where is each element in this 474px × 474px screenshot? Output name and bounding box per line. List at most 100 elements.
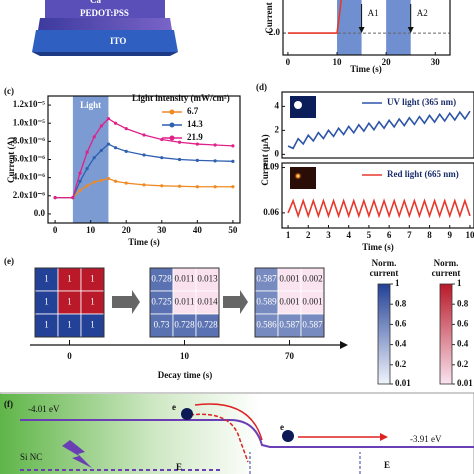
y-tick-label: 1.0x10⁻⁵ (13, 117, 46, 127)
layer-label: Ca (90, 0, 101, 5)
x-tick-label: 10 (333, 57, 343, 67)
device-stack (32, 0, 178, 56)
cell-value: 0.013 (197, 274, 218, 284)
plot-frame (281, 162, 474, 229)
marker (160, 156, 164, 160)
y-tick-label: 0 (275, 148, 280, 158)
y-axis-label: Current (264, 2, 274, 33)
marker (213, 159, 217, 163)
x-tick-label: 50 (228, 225, 238, 235)
y-tick-label: 2.0 (269, 27, 281, 37)
cell-value: 0.728 (174, 320, 195, 330)
x-tick-label: 7 (407, 230, 412, 240)
marker (231, 185, 235, 189)
y-axis-label: Current (A) (6, 137, 16, 183)
marker (92, 180, 96, 184)
y-tick-label: 0.0 (34, 208, 46, 218)
colorbar-tick-label: 1 (395, 278, 400, 288)
colorbar-tick-label: 1 (457, 278, 462, 288)
inset-spot (294, 101, 302, 109)
legend-label: 6.7 (187, 106, 199, 116)
colorbar (377, 283, 391, 385)
x-tick-label: 10 (86, 225, 96, 235)
legend-label: 14.3 (187, 119, 203, 129)
y-tick-label: 4 (275, 100, 280, 110)
y-axis-label: Current (µA) (260, 134, 270, 185)
colorbar-tick-label: 0.2 (395, 359, 407, 369)
marker (142, 183, 146, 187)
marker (124, 127, 128, 131)
marker (124, 149, 128, 153)
cell-value: 1 (44, 297, 49, 307)
marker (177, 157, 182, 162)
annotation-arrowhead (407, 27, 414, 33)
carrier-label: e (172, 402, 176, 412)
x-tick-label: 10 (465, 230, 474, 240)
y-tick-label: 2.0x10⁻⁶ (13, 190, 46, 200)
colorbar-title: Norm. current (369, 258, 399, 278)
flow-arrow (223, 290, 248, 314)
decay-tick-label: 70 (285, 351, 295, 361)
cell-value: 0.001 (279, 297, 299, 307)
marker (213, 185, 217, 189)
marker (231, 144, 235, 148)
marker (113, 121, 118, 125)
x-tick-label: 0 (286, 57, 291, 67)
colorbar (439, 283, 453, 385)
marker (106, 142, 111, 146)
annotation-arrowhead (358, 27, 365, 33)
plot-frame (47, 95, 241, 224)
colorbar-tick-label: 0.01 (457, 378, 473, 388)
cell-value: 0.587 (256, 274, 277, 284)
marker (78, 171, 82, 175)
marker (78, 188, 82, 192)
y-tick-label: 8.0x10⁻⁶ (13, 135, 46, 145)
plot-frame (282, 0, 451, 56)
legend-inset (290, 96, 316, 118)
x-tick-label: 2 (306, 230, 311, 240)
marker (92, 156, 96, 160)
highlight-band (72, 96, 109, 223)
colorbar-tick-label: 0.8 (395, 298, 407, 308)
highlight-band (337, 0, 362, 55)
marker (113, 179, 118, 183)
marker (124, 181, 128, 185)
marker (177, 184, 182, 188)
marker (160, 184, 164, 188)
x-tick-label: 8 (427, 230, 432, 240)
panel-label: (d) (256, 82, 267, 92)
x-axis-label: Time (s) (362, 242, 394, 252)
decay-axis-arrow (340, 341, 348, 349)
decay-axis-label: Decay time (s) (158, 370, 212, 380)
marker (195, 158, 199, 163)
series-line (287, 110, 471, 150)
x-tick-label: 9 (447, 230, 452, 240)
cell-value: 1 (67, 320, 72, 330)
cell-value: 0.586 (256, 320, 277, 330)
marker (85, 166, 89, 171)
cell-value: 0.728 (151, 274, 172, 284)
y-tick-label: 6.0x10⁻⁶ (13, 154, 46, 164)
legend-title: Light intensity (mW/cm²) (132, 93, 230, 103)
colorbar-title: Norm. current (431, 258, 461, 278)
colorbar-tick-label: 0.2 (457, 359, 469, 369)
colorbar-tick-label: 0.8 (457, 298, 469, 308)
cell-value: 1 (44, 274, 49, 284)
cell-value: 0.725 (151, 297, 172, 307)
flow-arrow (112, 290, 140, 314)
cell-value: 1 (90, 274, 95, 284)
cell-value: 1 (67, 274, 72, 284)
marker (142, 153, 146, 157)
x-tick-label: 3 (326, 230, 331, 240)
cell-value: 0.011 (175, 274, 195, 284)
marker (92, 135, 96, 139)
cell-value: 0.728 (197, 320, 218, 330)
marker (213, 143, 217, 147)
x-tick-label: 5 (367, 230, 372, 240)
cell-value: 0.73 (154, 320, 170, 330)
y-tick-label: 1.2x10⁻⁵ (13, 99, 46, 109)
cell-value: 1 (44, 320, 49, 330)
legend-marker (169, 122, 175, 128)
y-tick-label: 0.09 (263, 162, 279, 172)
